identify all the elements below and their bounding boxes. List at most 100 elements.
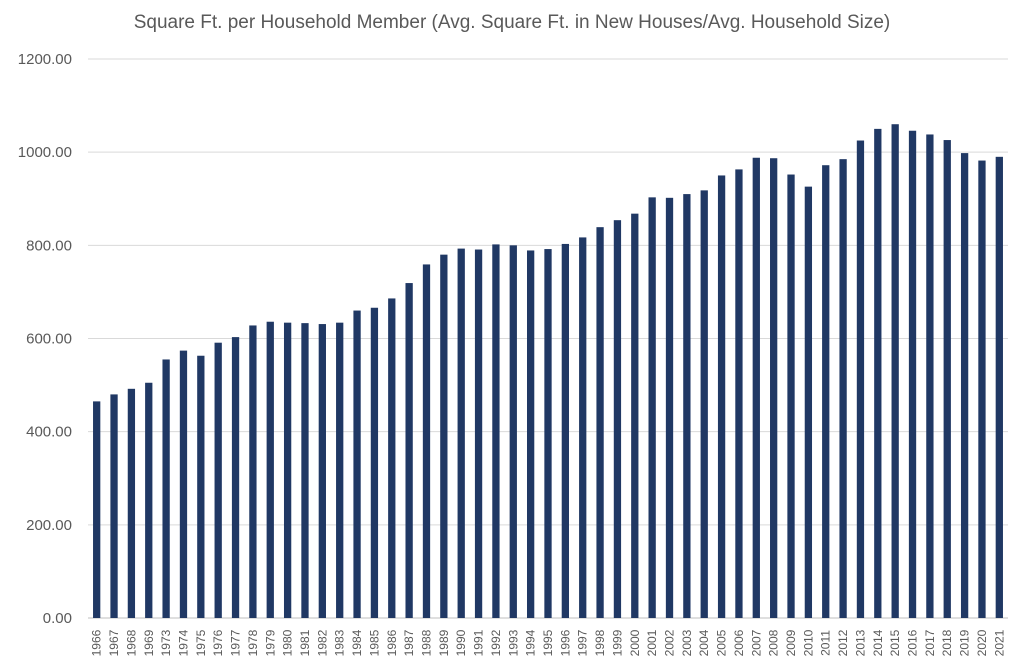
bar-1988	[422, 264, 431, 618]
x-tick-label: 1991	[472, 629, 486, 656]
x-tick-label: 1984	[350, 629, 364, 656]
bar-1981	[301, 323, 309, 618]
x-tick-label: 2006	[732, 629, 746, 656]
bar-2009	[787, 174, 795, 618]
y-tick-label: 1000.00	[18, 144, 72, 161]
bar-2018	[943, 140, 951, 618]
x-tick-label: 1994	[524, 629, 538, 656]
bar-2021	[995, 156, 1003, 618]
x-tick-label: 1977	[229, 629, 243, 656]
bar-1979	[266, 321, 274, 618]
x-tick-label: 2005	[715, 629, 729, 656]
bar-1983	[336, 322, 344, 618]
bar-1999	[613, 220, 622, 618]
x-tick-label: 1983	[333, 629, 347, 656]
bar-1980	[283, 322, 292, 618]
y-axis-ticks: 0.00 200.00 400.00 600.00 800.00 1000.00 1200.…	[18, 51, 72, 627]
bar-2007	[752, 157, 760, 619]
x-axis-ticks: 1966 1967 1968 1969 1973 1974 1975 1976 1977 1978…	[90, 629, 1007, 656]
bar-1976	[214, 342, 222, 618]
x-tick-label: 2020	[975, 629, 989, 656]
x-tick-label: 1979	[263, 629, 277, 656]
x-tick-label: 1975	[194, 629, 208, 656]
bar-1978	[249, 325, 257, 618]
bar-1997	[579, 237, 587, 618]
bar-2013	[856, 140, 865, 619]
x-tick-label: 1997	[576, 629, 590, 656]
bar-1968	[127, 388, 136, 618]
x-tick-label: 1973	[159, 629, 173, 656]
x-tick-label: 1990	[454, 629, 468, 656]
x-tick-label: 1986	[385, 629, 399, 656]
x-tick-label: 2017	[923, 629, 937, 656]
x-tick-label: 1998	[593, 629, 607, 656]
bar-1992	[492, 244, 500, 618]
x-tick-label: 1978	[246, 629, 260, 656]
bar-1966	[93, 401, 101, 618]
x-tick-label: 2009	[784, 629, 798, 656]
x-tick-label: 1987	[402, 629, 416, 656]
x-tick-label: 2016	[906, 629, 920, 656]
bar-1990	[457, 248, 465, 618]
x-tick-label: 1976	[211, 629, 225, 656]
bar-2000	[631, 213, 639, 618]
bar-2002	[665, 197, 674, 618]
bar-2005	[717, 175, 726, 619]
bar-1973	[162, 359, 170, 618]
x-tick-label: 2018	[940, 629, 954, 656]
bar-2001	[648, 197, 656, 619]
bar-1984	[353, 310, 361, 618]
bar-2020	[978, 160, 986, 618]
bar-1977	[231, 337, 240, 618]
x-tick-label: 1995	[541, 629, 555, 656]
bar-1974	[179, 350, 188, 618]
bar-2011	[822, 165, 830, 618]
bar-2010	[804, 186, 813, 618]
bar-2004	[700, 190, 708, 619]
bar-2003	[683, 194, 691, 618]
bar-2016	[908, 130, 917, 618]
x-tick-label: 1993	[506, 629, 520, 656]
y-tick-label: 600.00	[26, 331, 72, 348]
x-tick-label: 1996	[558, 629, 572, 656]
bar-1986	[388, 298, 396, 618]
x-tick-label: 2014	[871, 629, 885, 656]
x-tick-label: 1988	[419, 629, 433, 656]
bar-1998	[596, 227, 604, 618]
bar-1991	[474, 249, 483, 619]
y-tick-label: 0.00	[43, 610, 72, 627]
x-tick-label: 2021	[992, 629, 1006, 656]
bar-2019	[960, 153, 969, 618]
bar-2012	[839, 159, 847, 618]
x-tick-label: 1985	[367, 629, 381, 656]
x-tick-label: 1980	[281, 629, 295, 656]
bar-1975	[197, 355, 205, 618]
x-tick-label: 1981	[298, 629, 312, 656]
x-tick-label: 2011	[819, 630, 833, 656]
x-tick-label: 2000	[628, 629, 642, 656]
x-tick-label: 1982	[315, 629, 329, 656]
x-tick-label: 2008	[767, 629, 781, 656]
y-tick-label: 200.00	[26, 517, 72, 534]
x-tick-label: 2002	[663, 629, 677, 656]
bar-1994	[526, 250, 535, 618]
x-tick-label: 1989	[437, 629, 451, 656]
bar-1987	[405, 283, 413, 618]
x-tick-label: 2012	[836, 629, 850, 656]
bar-1982	[318, 324, 326, 618]
x-tick-label: 1969	[142, 629, 156, 656]
bar-1996	[561, 243, 570, 618]
x-tick-label: 1966	[90, 629, 104, 656]
x-tick-label: 2007	[749, 629, 763, 656]
x-tick-label: 2013	[853, 629, 867, 656]
bar-2017	[926, 134, 934, 618]
x-tick-label: 1968	[124, 629, 138, 656]
bar-2008	[770, 158, 778, 618]
bar-2015	[891, 124, 899, 618]
bar-1985	[370, 307, 379, 618]
bar-1993	[509, 245, 517, 619]
bar-2006	[735, 169, 743, 618]
x-tick-label: 1992	[489, 629, 503, 656]
bar-1967	[110, 394, 118, 618]
x-tick-label: 2003	[680, 629, 694, 656]
